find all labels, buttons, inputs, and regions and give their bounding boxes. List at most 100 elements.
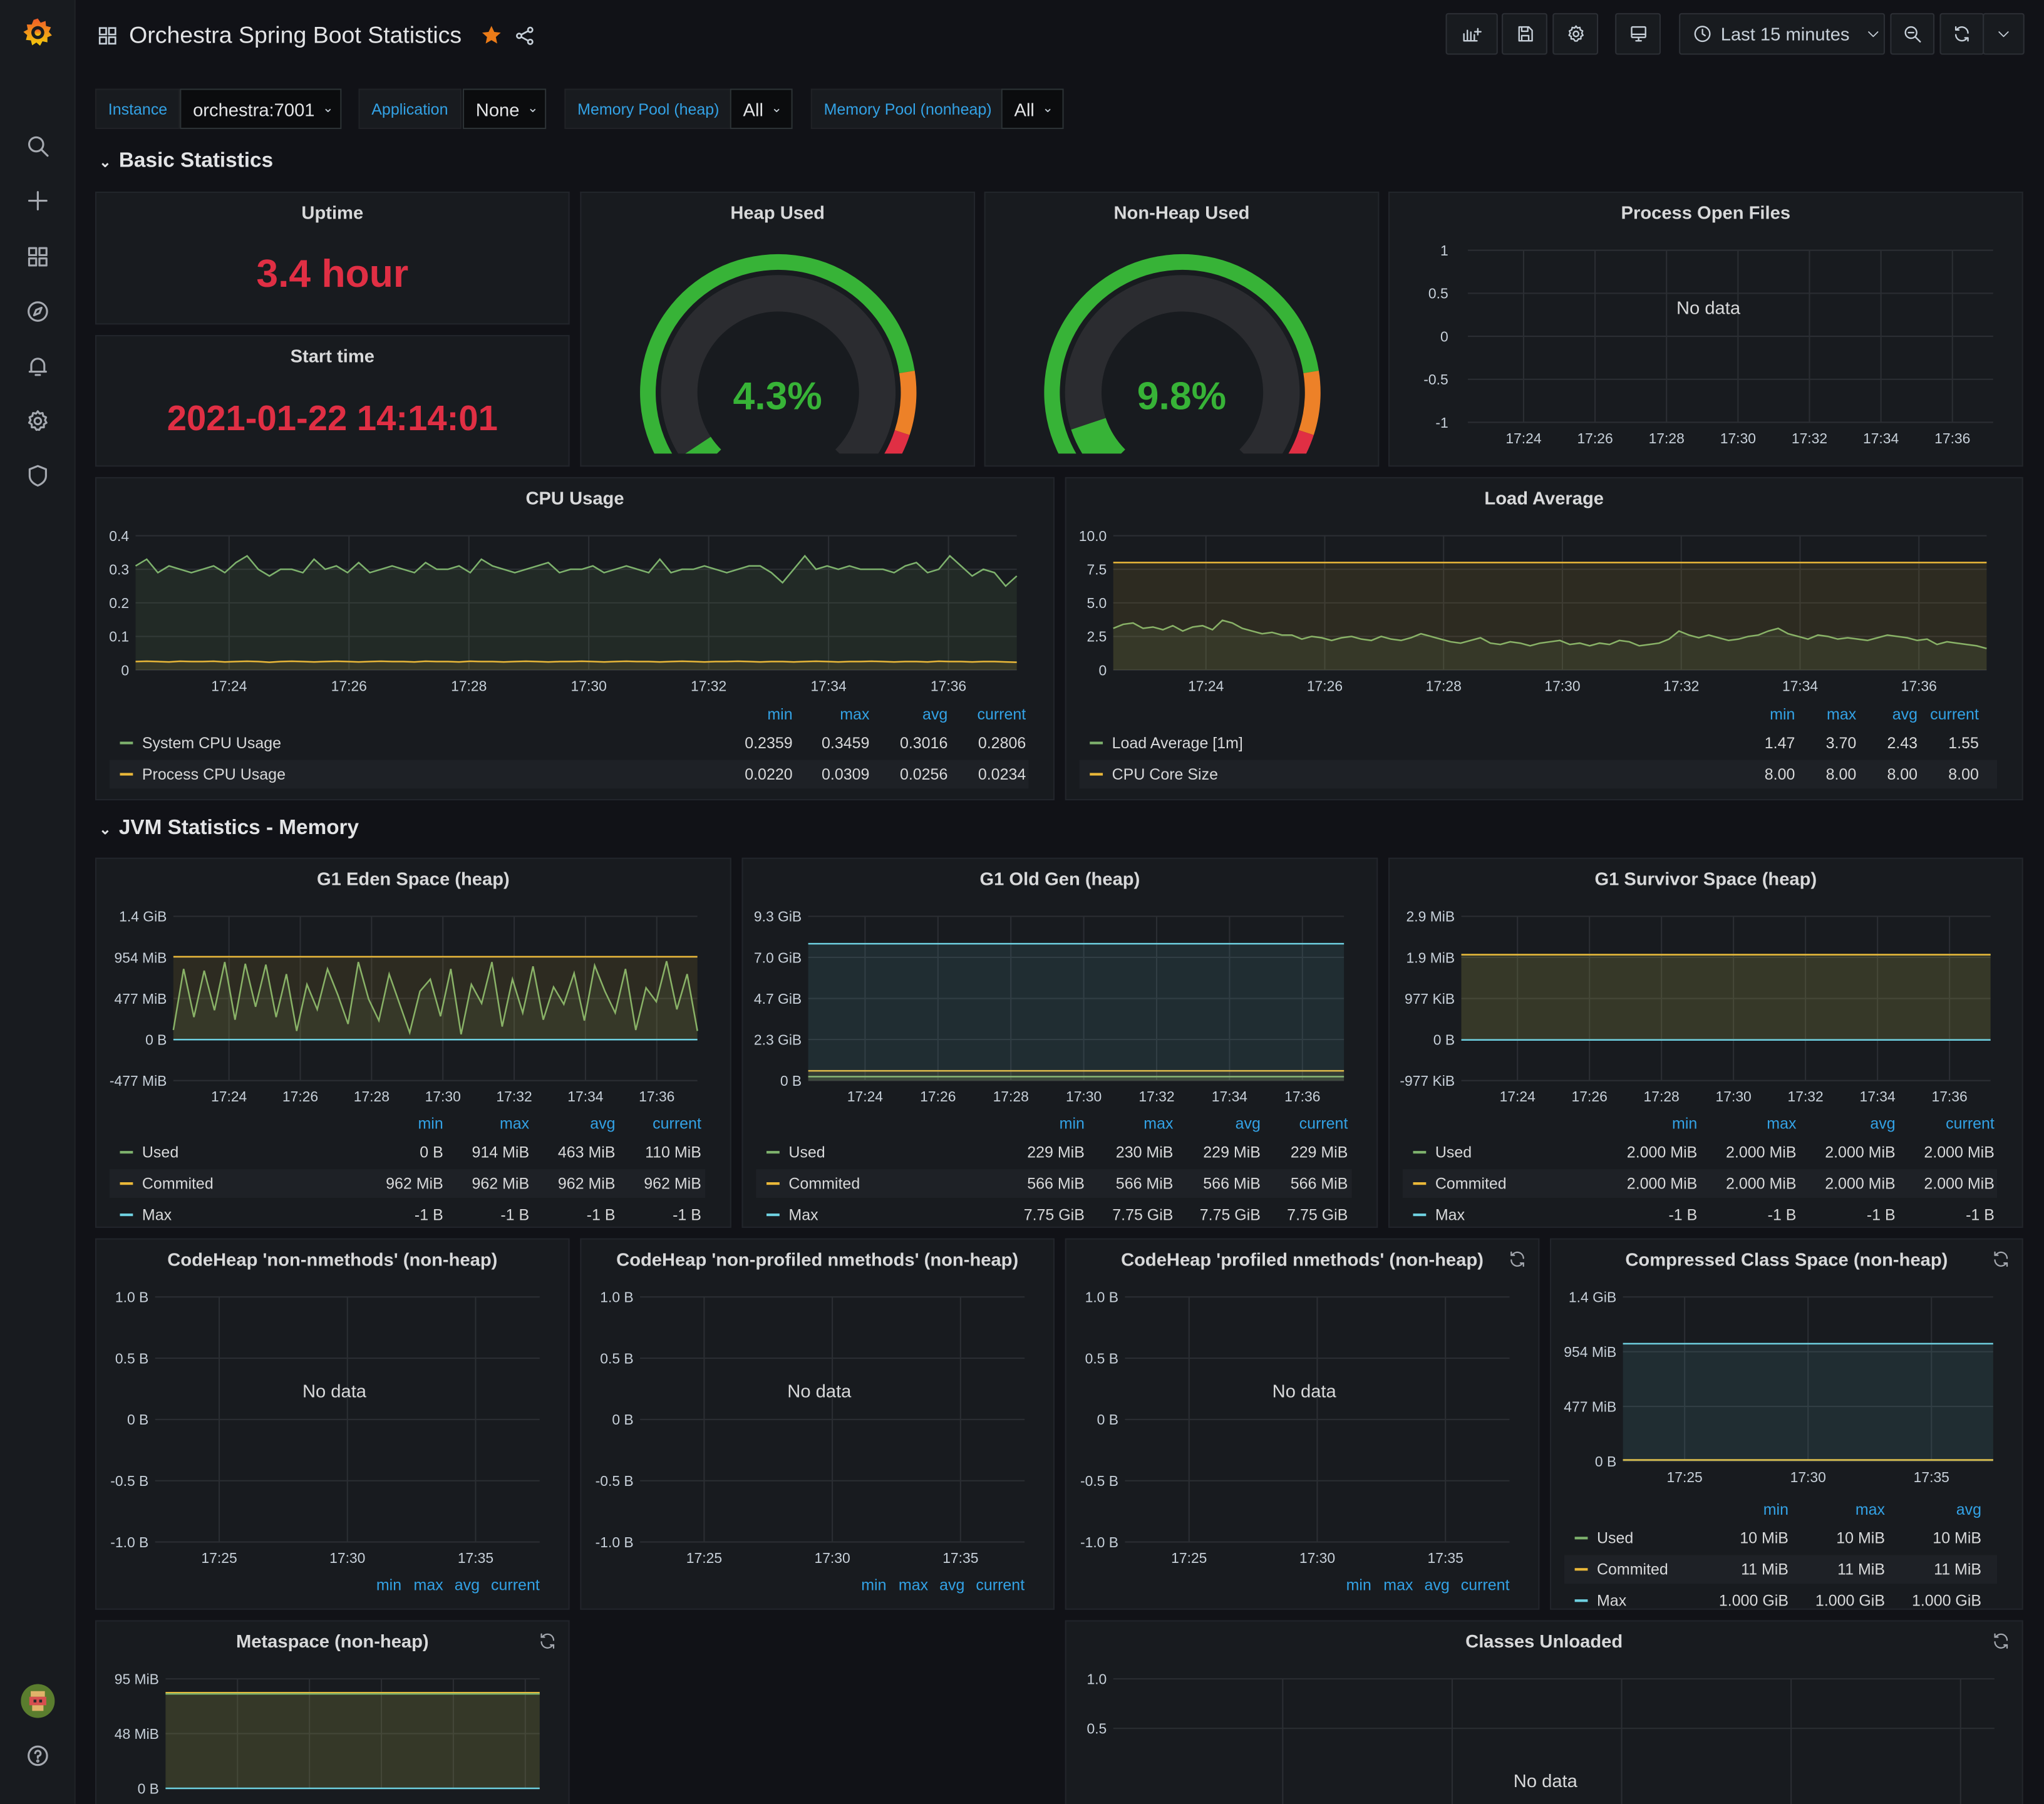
dashboard-title[interactable]: Orchestra Spring Boot Statistics — [129, 21, 462, 49]
legend-series-name[interactable]: Commited — [1597, 1560, 1668, 1579]
legend-row[interactable]: Max-1 B-1 B-1 B-1 B — [110, 1200, 705, 1228]
panel-codeheap-profiled[interactable]: CodeHeap 'profiled nmethods' (non-heap) … — [1065, 1239, 1540, 1610]
legend-series-name[interactable]: Max — [788, 1206, 818, 1224]
legend-swatch[interactable] — [1575, 1537, 1588, 1539]
legend-swatch[interactable] — [1575, 1568, 1588, 1570]
legend-header-current[interactable]: current — [1890, 1115, 1995, 1133]
legend-row[interactable]: Max-1 B-1 B-1 B-1 B — [1403, 1200, 1997, 1228]
legend-header-current[interactable]: current — [922, 705, 1026, 723]
legend-swatch[interactable] — [1413, 1182, 1426, 1185]
legend-header-max[interactable]: max — [1781, 1500, 1886, 1518]
grafana-logo-icon[interactable] — [21, 16, 54, 49]
legend-header-current[interactable]: current — [1244, 1115, 1348, 1133]
variable-select-memory-pool-heap[interactable]: All⌄ — [730, 89, 793, 130]
refresh-interval-dropdown[interactable] — [1983, 13, 2025, 55]
dashboard-settings-button[interactable] — [1552, 13, 1598, 55]
legend-swatch[interactable] — [120, 741, 133, 744]
legend-series-name[interactable]: Max — [1597, 1592, 1626, 1610]
legend-header-current[interactable]: current — [597, 1115, 701, 1133]
plus-icon[interactable] — [21, 184, 54, 218]
zoom-out-button[interactable] — [1890, 13, 1934, 55]
legend-series-name[interactable]: Commited — [788, 1175, 860, 1193]
star-icon[interactable] — [480, 23, 503, 46]
legend-header-current[interactable]: current — [1405, 1576, 1510, 1594]
avatar[interactable] — [21, 1684, 54, 1718]
legend-series-name[interactable]: System CPU Usage — [142, 734, 281, 752]
compass-icon[interactable] — [21, 294, 54, 328]
legend-swatch[interactable] — [120, 1214, 133, 1216]
shield-icon[interactable] — [21, 459, 54, 493]
panel-codeheap-non-nmethods[interactable]: CodeHeap 'non-nmethods' (non-heap) 1.0 B… — [95, 1239, 570, 1610]
legend-header-max[interactable]: max — [1692, 1115, 1797, 1133]
legend-header-avg[interactable]: avg — [1791, 1115, 1896, 1133]
legend-series-name[interactable]: Used — [1435, 1143, 1472, 1162]
panel-compressed-class-space[interactable]: Compressed Class Space (non-heap) 1.4 Gi… — [1550, 1239, 2023, 1610]
legend-header-current[interactable]: current — [921, 1576, 1025, 1594]
legend-swatch[interactable] — [1413, 1151, 1426, 1153]
help-icon[interactable] — [21, 1739, 54, 1773]
add-panel-button[interactable] — [1446, 13, 1498, 55]
search-icon[interactable] — [21, 129, 54, 163]
legend-header-min[interactable]: min — [1593, 1115, 1698, 1133]
variable-select-instance[interactable]: orchestra:7001⌄ — [180, 89, 341, 130]
legend-swatch[interactable] — [766, 1182, 780, 1185]
save-dashboard-button[interactable] — [1502, 13, 1547, 55]
legend-swatch[interactable] — [766, 1214, 780, 1216]
view-mode-button[interactable] — [1615, 13, 1661, 55]
panel-heap-used[interactable]: Heap Used 4.3% — [580, 192, 975, 466]
legend-swatch[interactable] — [120, 1151, 133, 1153]
panel-start-time[interactable]: Start time 2021-01-22 14:14:01 — [95, 335, 570, 466]
refresh-button[interactable] — [1939, 13, 1984, 55]
legend-series-name[interactable]: CPU Core Size — [1112, 765, 1218, 783]
legend-swatch[interactable] — [1090, 741, 1103, 744]
legend-series-name[interactable]: Max — [142, 1206, 172, 1224]
legend-series-name[interactable]: Used — [142, 1143, 178, 1162]
row-basic-statistics[interactable]: ⌄ Basic Statistics — [99, 150, 273, 173]
share-icon[interactable] — [514, 24, 535, 46]
legend-header-current[interactable]: current — [1874, 705, 1979, 723]
legend-series-name[interactable]: Commited — [1435, 1175, 1507, 1193]
gear-icon[interactable] — [21, 404, 54, 438]
row-jvm-memory[interactable]: ⌄ JVM Statistics - Memory — [99, 817, 359, 840]
legend-series-name[interactable]: Used — [1597, 1529, 1633, 1547]
legend-series-name[interactable]: Process CPU Usage — [142, 765, 286, 783]
panel-uptime[interactable]: Uptime 3.4 hour — [95, 192, 570, 324]
legend-header-avg[interactable]: avg — [1877, 1500, 1982, 1518]
variable-select-memory-pool-nonheap[interactable]: All⌄ — [1001, 89, 1064, 130]
legend-series-name[interactable]: Used — [788, 1143, 825, 1162]
bell-icon[interactable] — [21, 349, 54, 383]
legend-header-current[interactable]: current — [435, 1576, 540, 1594]
legend-series-name[interactable]: Commited — [142, 1175, 214, 1193]
legend-series-name[interactable]: Max — [1435, 1206, 1465, 1224]
legend-series-name[interactable]: Load Average [1m] — [1112, 734, 1243, 752]
legend-swatch[interactable] — [120, 1182, 133, 1185]
legend-swatch[interactable] — [1090, 773, 1103, 775]
legend-swatch[interactable] — [1575, 1599, 1588, 1602]
legend-swatch[interactable] — [766, 1151, 780, 1153]
dashboards-icon[interactable] — [21, 240, 54, 274]
panel-nonheap-used[interactable]: Non-Heap Used 9.8% — [984, 192, 1380, 466]
legend-swatch[interactable] — [120, 773, 133, 775]
panel-codeheap-non-profiled[interactable]: CodeHeap 'non-profiled nmethods' (non-he… — [580, 1239, 1055, 1610]
